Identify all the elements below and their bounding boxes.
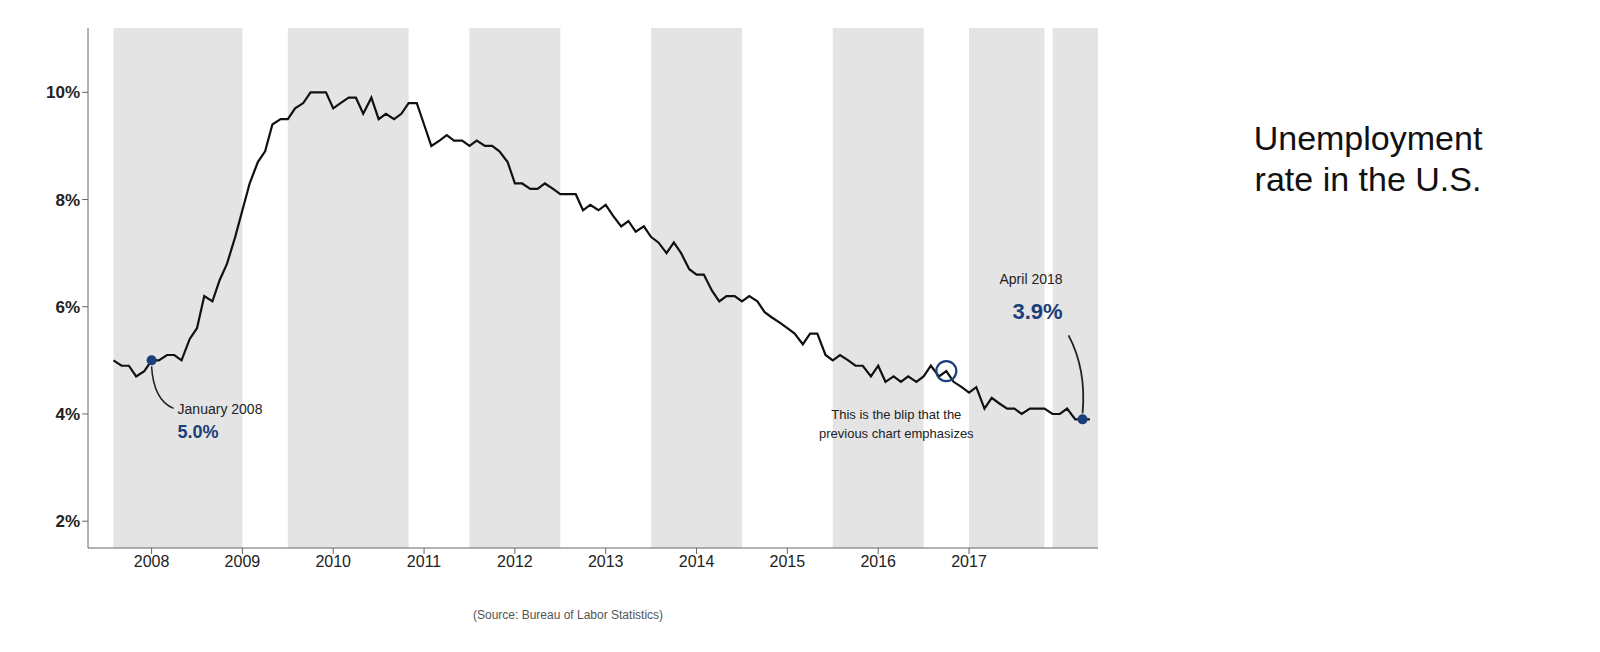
svg-text:2015: 2015 <box>770 553 806 570</box>
svg-text:8%: 8% <box>55 191 80 210</box>
svg-text:3.9%: 3.9% <box>1012 299 1062 324</box>
svg-text:10%: 10% <box>46 83 80 102</box>
svg-text:2012: 2012 <box>497 553 533 570</box>
svg-text:2011: 2011 <box>407 553 442 570</box>
svg-text:2010: 2010 <box>315 553 351 570</box>
svg-text:2017: 2017 <box>951 553 987 570</box>
svg-text:This is the blip that theprevi: This is the blip that theprevious chart … <box>819 407 974 441</box>
html-text:Unemployment: Unemployment <box>1253 119 1483 157</box>
svg-text:4%: 4% <box>55 405 80 424</box>
html-text:rate in the U.S.: rate in the U.S. <box>1254 159 1482 198</box>
svg-text:2013: 2013 <box>588 553 624 570</box>
svg-text:2014: 2014 <box>679 553 715 570</box>
svg-text:January 2008: January 2008 <box>178 401 263 417</box>
html-text:(Source: Bureau of Labor Stati: (Source: Bureau of Labor Statistics) <box>473 608 663 622</box>
svg-text:5.0%: 5.0% <box>178 422 219 442</box>
svg-text:2%: 2% <box>55 512 80 531</box>
svg-text:2008: 2008 <box>134 553 170 570</box>
svg-text:2009: 2009 <box>225 553 261 570</box>
svg-text:6%: 6% <box>55 298 80 317</box>
svg-text:2016: 2016 <box>860 553 896 570</box>
svg-text:April 2018: April 2018 <box>1000 271 1063 287</box>
